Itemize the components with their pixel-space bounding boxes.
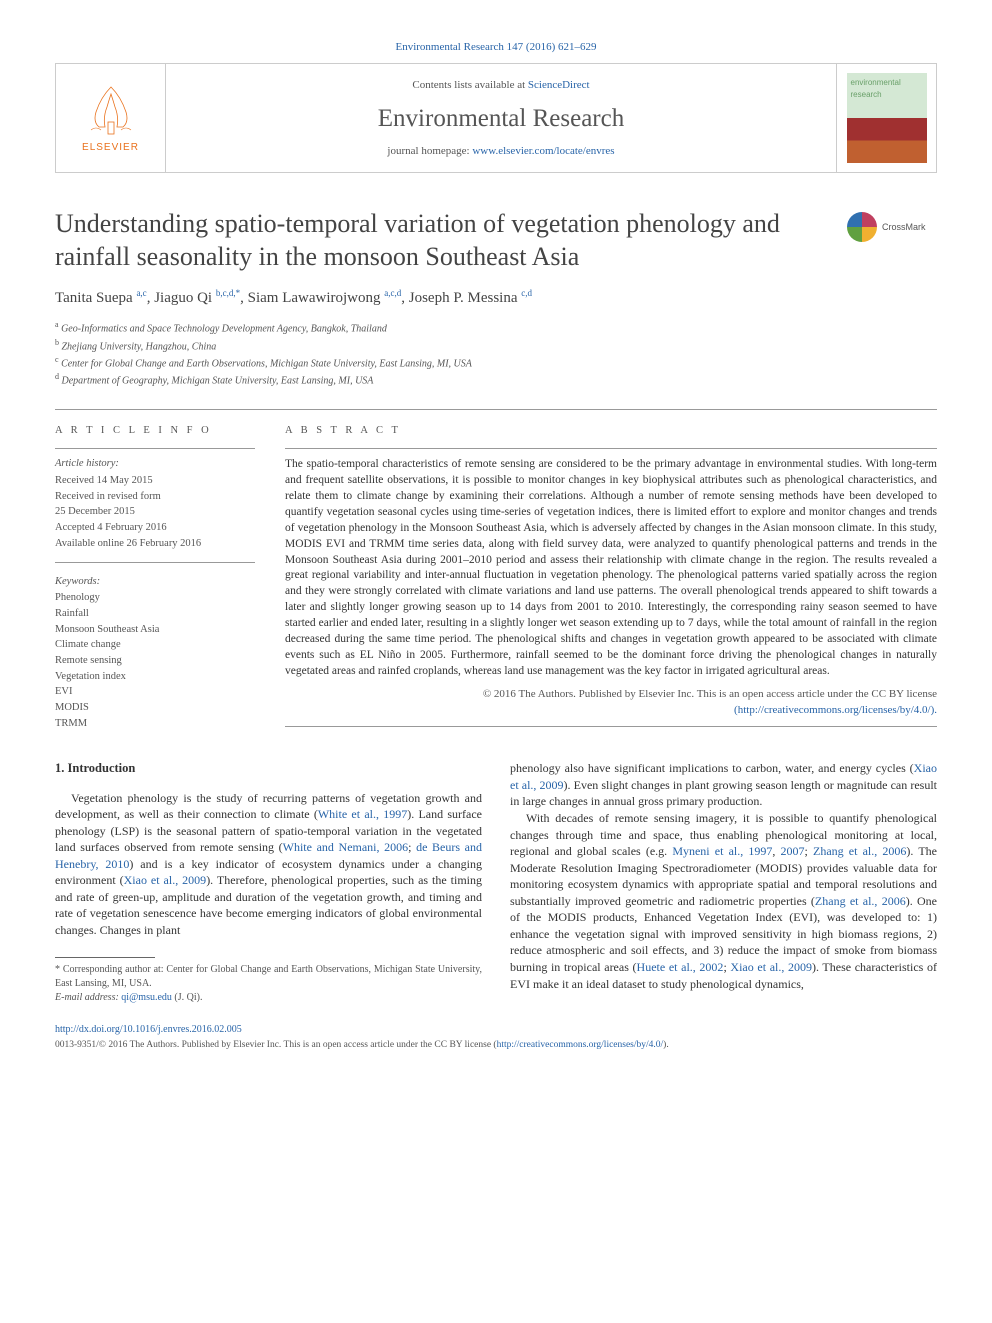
- abstract-heading: a b s t r a c t: [285, 424, 937, 439]
- homepage-prefix: journal homepage:: [387, 145, 472, 157]
- elsevier-tree-icon: [81, 82, 141, 137]
- article-info-column: a r t i c l e i n f o Article history: R…: [55, 424, 255, 733]
- history-item: 25 December 2015: [55, 505, 255, 520]
- keyword: Climate change: [55, 638, 255, 653]
- affiliation-d: d Department of Geography, Michigan Stat…: [55, 371, 937, 388]
- homepage-link[interactable]: www.elsevier.com/locate/envres: [472, 145, 614, 157]
- keyword: Monsoon Southeast Asia: [55, 623, 255, 638]
- abstract-divider: [285, 448, 937, 449]
- doi-link[interactable]: http://dx.doi.org/10.1016/j.envres.2016.…: [55, 1023, 937, 1037]
- keyword: EVI: [55, 685, 255, 700]
- affiliation-a: a Geo-Informatics and Space Technology D…: [55, 319, 937, 336]
- keywords-label: Keywords:: [55, 575, 255, 590]
- citation-link[interactable]: Zhang et al., 2006: [815, 894, 906, 908]
- keyword: Vegetation index: [55, 670, 255, 685]
- masthead: ELSEVIER Contents lists available at Sci…: [55, 63, 937, 173]
- license-link[interactable]: (http://creativecommons.org/licenses/by/…: [734, 704, 937, 716]
- email-line: E-mail address: qi@msu.edu (J. Qi).: [55, 991, 482, 1005]
- citation-link[interactable]: Zhang et al., 2006: [813, 844, 906, 858]
- info-divider: [55, 562, 255, 563]
- keyword: TRMM: [55, 717, 255, 732]
- journal-cover-thumb[interactable]: environmental research: [836, 64, 936, 172]
- journal-homepage: journal homepage: www.elsevier.com/locat…: [387, 144, 614, 159]
- crossmark-label: CrossMark: [882, 221, 926, 234]
- body-columns: 1. Introduction Vegetation phenology is …: [55, 760, 937, 1004]
- keyword: MODIS: [55, 701, 255, 716]
- abstract-bottom-divider: [285, 726, 937, 727]
- sciencedirect-link[interactable]: ScienceDirect: [528, 79, 590, 91]
- citation-link[interactable]: 2007: [781, 844, 805, 858]
- publisher-name: ELSEVIER: [82, 141, 139, 155]
- author-2[interactable]: Jiaguo Qi b,c,d,*: [154, 290, 240, 306]
- citation-link[interactable]: Xiao et al., 2009: [730, 960, 812, 974]
- body-column-left: 1. Introduction Vegetation phenology is …: [55, 760, 482, 1004]
- journal-name: Environmental Research: [378, 101, 624, 136]
- body-paragraph: Vegetation phenology is the study of rec…: [55, 790, 482, 939]
- author-3[interactable]: Siam Lawawirojwong a,c,d: [248, 290, 402, 306]
- history-item: Received in revised form: [55, 490, 255, 505]
- masthead-center: Contents lists available at ScienceDirec…: [166, 64, 836, 172]
- citation-link[interactable]: White and Nemani, 2006: [283, 840, 409, 854]
- body-paragraph: With decades of remote sensing imagery, …: [510, 810, 937, 992]
- affiliation-c: c Center for Global Change and Earth Obs…: [55, 354, 937, 371]
- affiliations: a Geo-Informatics and Space Technology D…: [55, 319, 937, 388]
- history-item: Available online 26 February 2016: [55, 537, 255, 552]
- section-heading: 1. Introduction: [55, 760, 482, 777]
- cover-label: environmental research: [851, 77, 923, 99]
- author-4[interactable]: Joseph P. Messina c,d: [409, 290, 532, 306]
- divider: [55, 409, 937, 410]
- abstract-column: a b s t r a c t The spatio-temporal char…: [285, 424, 937, 733]
- issn-copyright: 0013-9351/© 2016 The Authors. Published …: [55, 1039, 937, 1052]
- crossmark-icon: [847, 212, 877, 242]
- abstract-copyright: © 2016 The Authors. Published by Elsevie…: [285, 687, 937, 718]
- keyword: Phenology: [55, 591, 255, 606]
- corresponding-author: * Corresponding author at: Center for Gl…: [55, 963, 482, 991]
- citation-link[interactable]: Xiao et al., 2009: [124, 873, 207, 887]
- publisher-logo[interactable]: ELSEVIER: [56, 64, 166, 172]
- abstract-text: The spatio-temporal characteristics of r…: [285, 457, 937, 679]
- article-info-heading: a r t i c l e i n f o: [55, 424, 255, 439]
- history-item: Accepted 4 February 2016: [55, 521, 255, 536]
- article-title: Understanding spatio-temporal variation …: [55, 208, 829, 273]
- body-column-right: phenology also have significant implicat…: [510, 760, 937, 1004]
- crossmark-badge[interactable]: CrossMark: [847, 212, 937, 242]
- author-list: Tanita Suepa a,c, Jiaguo Qi b,c,d,*, Sia…: [55, 287, 937, 309]
- citation-link[interactable]: White et al., 1997: [318, 807, 407, 821]
- footnotes: * Corresponding author at: Center for Gl…: [55, 963, 482, 1005]
- affiliation-b: b Zhejiang University, Hangzhou, China: [55, 337, 937, 354]
- article-history-label: Article history:: [55, 457, 255, 472]
- info-divider: [55, 448, 255, 449]
- license-link-footer[interactable]: http://creativecommons.org/licenses/by/4…: [497, 1040, 664, 1050]
- keyword: Remote sensing: [55, 654, 255, 669]
- history-item: Received 14 May 2015: [55, 474, 255, 489]
- contents-prefix: Contents lists available at: [412, 79, 527, 91]
- body-paragraph: phenology also have significant implicat…: [510, 760, 937, 810]
- citation-link[interactable]: Huete et al., 2002: [637, 960, 724, 974]
- email-link[interactable]: qi@msu.edu: [121, 992, 172, 1003]
- cover-image: environmental research: [847, 73, 927, 163]
- keyword: Rainfall: [55, 607, 255, 622]
- footnote-separator: [55, 957, 155, 958]
- contents-available: Contents lists available at ScienceDirec…: [412, 78, 589, 93]
- citation-link[interactable]: Myneni et al., 1997: [672, 844, 772, 858]
- journal-citation[interactable]: Environmental Research 147 (2016) 621–62…: [55, 40, 937, 55]
- author-1[interactable]: Tanita Suepa a,c: [55, 290, 147, 306]
